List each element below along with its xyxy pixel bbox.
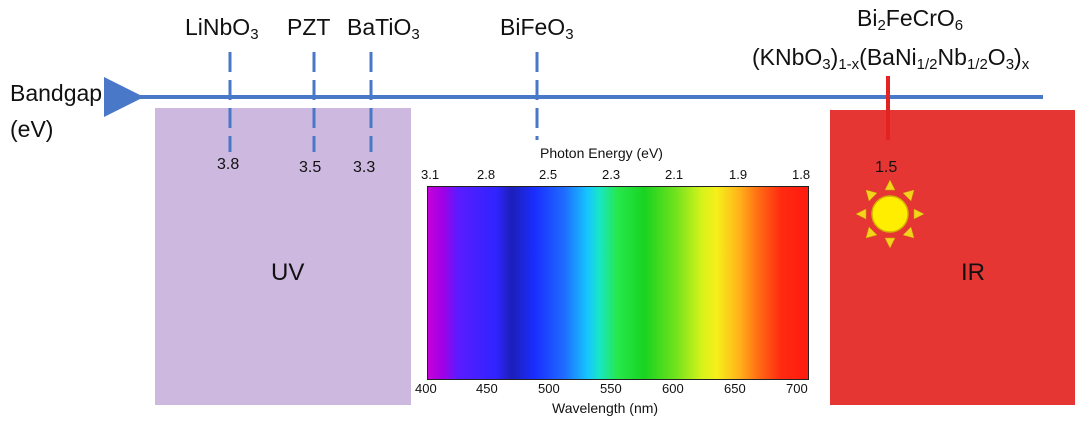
material-label-linbo3: LiNbO3 <box>185 14 259 43</box>
wavelength-tick: 650 <box>724 381 746 396</box>
wavelength-tick: 400 <box>415 381 437 396</box>
ir-material-line2: (KNbO3)1-x(BaNi1/2Nb1/2O3)x <box>752 44 1030 73</box>
wavelength-tick: 500 <box>538 381 560 396</box>
material-label-bifeo3: BiFeO3 <box>500 14 574 43</box>
sun-icon <box>855 179 925 249</box>
axis-title-line2: (eV) <box>10 116 54 142</box>
bandgap-value-ir: 1.5 <box>875 159 898 176</box>
material-label-pzt: PZT <box>287 14 331 40</box>
wavelength-title: Wavelength (nm) <box>552 400 659 416</box>
energy-tick: 2.8 <box>477 167 496 182</box>
ir-material-line1: Bi2FeCrO6 <box>857 5 964 34</box>
ir-label: IR <box>961 259 985 286</box>
bandgap-value-batio3: 3.3 <box>353 159 376 176</box>
energy-tick: 3.1 <box>421 167 440 182</box>
uv-label: UV <box>271 259 305 286</box>
energy-tick: 2.5 <box>539 167 558 182</box>
material-label-batio3: BaTiO3 <box>347 14 420 43</box>
ir-region <box>830 110 1075 405</box>
axis-title-line1: Bandgap <box>10 80 103 106</box>
energy-tick: 1.8 <box>792 167 811 182</box>
wavelength-tick: 600 <box>662 381 684 396</box>
wavelength-tick: 450 <box>476 381 498 396</box>
wavelength-tick: 700 <box>786 381 808 396</box>
energy-tick: 2.1 <box>665 167 684 182</box>
energy-tick: 1.9 <box>729 167 748 182</box>
visible-spectrum <box>427 186 809 380</box>
uv-region <box>155 108 411 405</box>
wavelength-tick: 550 <box>600 381 622 396</box>
energy-tick: 2.3 <box>602 167 621 182</box>
bandgap-value-pzt: 3.5 <box>299 159 322 176</box>
bandgap-value-linbo3: 3.8 <box>217 156 240 173</box>
photon-energy-title: Photon Energy (eV) <box>540 145 663 161</box>
